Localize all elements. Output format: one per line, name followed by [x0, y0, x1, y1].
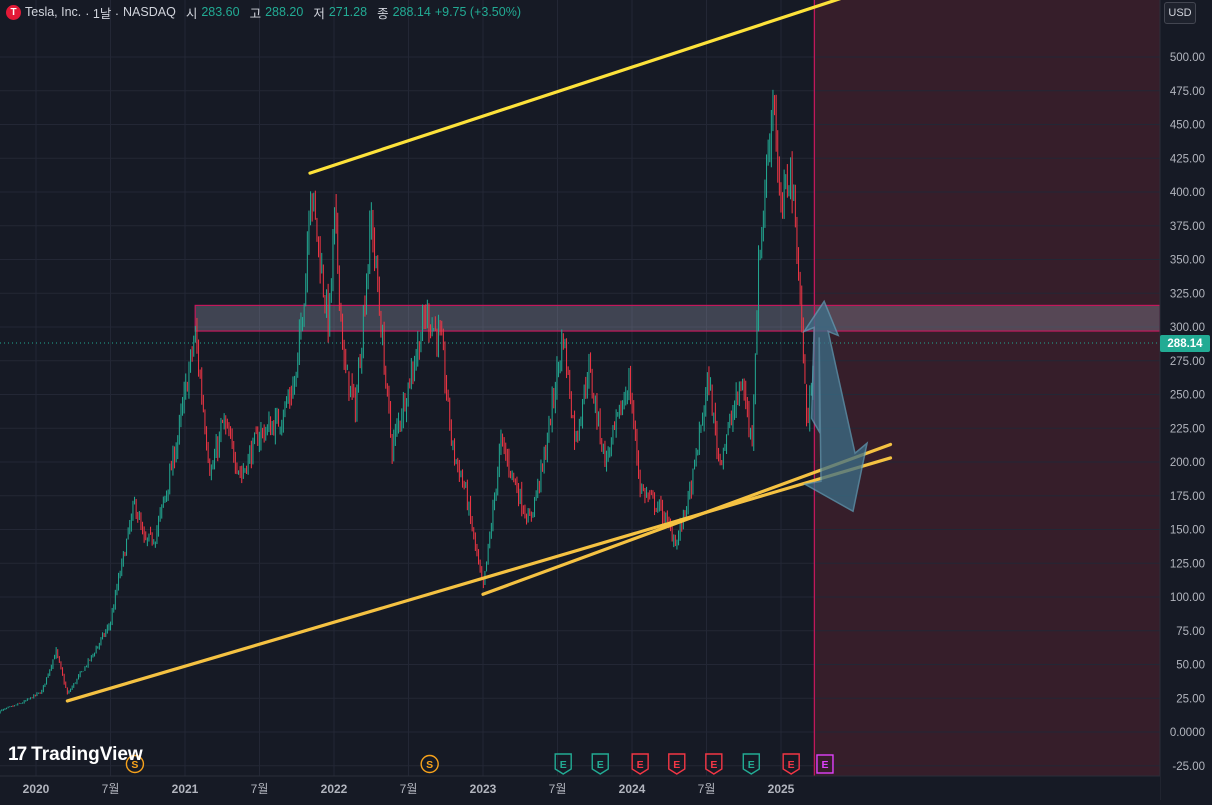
- watermark-text: TradingView: [31, 744, 143, 766]
- price-tick-label: 275.00: [1170, 356, 1205, 368]
- time-tick-label: 7월: [251, 782, 269, 796]
- event-marker-letter: E: [710, 759, 717, 771]
- high-value: 288.20: [265, 5, 303, 19]
- symbol-name[interactable]: Tesla, Inc.: [25, 5, 81, 19]
- trendline-upper: [310, 0, 888, 173]
- time-tick-label: 7월: [102, 782, 120, 796]
- price-tick-label: 425.00: [1170, 153, 1205, 165]
- open-label: 시: [186, 3, 198, 22]
- low-value: 271.28: [329, 5, 367, 19]
- current-price-tag: 288.14: [1160, 335, 1210, 352]
- event-marker-earnings_beat: E: [743, 754, 759, 774]
- exchange-label: NASDAQ: [123, 5, 176, 19]
- event-marker-earnings_miss: E: [783, 754, 799, 774]
- event-marker-earnings_miss: E: [669, 754, 685, 774]
- tradingview-logo-icon: 17: [8, 744, 25, 766]
- event-marker-letter: E: [637, 759, 644, 771]
- price-tick-label: 25.00: [1176, 693, 1205, 705]
- event-marker-letter: E: [788, 759, 795, 771]
- currency-button[interactable]: USD: [1164, 2, 1196, 24]
- price-tick-label: 400.00: [1170, 187, 1205, 199]
- symbol-header: T Tesla, Inc. · 1날 · NASDAQ 시 283.60 고 2…: [6, 3, 521, 21]
- future-time-zone: [814, 0, 1160, 776]
- event-marker-split: S: [421, 756, 438, 773]
- time-tick-label: 7월: [400, 782, 418, 796]
- time-tick-label: 7월: [549, 782, 567, 796]
- price-tick-label: 475.00: [1170, 86, 1205, 98]
- resistance-zone: [195, 305, 1160, 331]
- price-tick-label: 75.00: [1176, 626, 1205, 638]
- price-tick-label: 150.00: [1170, 525, 1205, 537]
- price-tick-label: 450.00: [1170, 120, 1205, 132]
- event-marker-letter: E: [748, 759, 755, 771]
- price-tick-label: 325.00: [1170, 288, 1205, 300]
- event-marker-letter: E: [673, 759, 680, 771]
- event-marker-letter: E: [597, 759, 604, 771]
- time-tick-label: 2020: [23, 782, 50, 796]
- open-value: 283.60: [201, 5, 239, 19]
- price-tick-label: 100.00: [1170, 592, 1205, 604]
- price-tick-label: 500.00: [1170, 52, 1205, 64]
- change-value: +9.75 (+3.50%): [435, 5, 521, 19]
- high-label: 고: [250, 3, 262, 22]
- price-tick-label: 375.00: [1170, 221, 1205, 233]
- event-marker-earnings_beat: E: [592, 754, 608, 774]
- price-tick-label: 350.00: [1170, 255, 1205, 267]
- time-tick-label: 2025: [768, 782, 795, 796]
- event-marker-earnings_miss: E: [632, 754, 648, 774]
- price-tick-label: 125.00: [1170, 558, 1205, 570]
- tesla-logo-icon: T: [6, 5, 21, 20]
- price-tick-label: 225.00: [1170, 423, 1205, 435]
- time-tick-label: 2023: [470, 782, 497, 796]
- event-marker-letter: E: [560, 759, 567, 771]
- time-tick-label: 2021: [172, 782, 199, 796]
- price-tick-label: 200.00: [1170, 457, 1205, 469]
- event-marker-letter: S: [426, 759, 433, 771]
- interval-label[interactable]: · 1날 ·: [85, 3, 119, 22]
- event-marker-earnings_miss: E: [706, 754, 722, 774]
- price-tick-label: 50.00: [1176, 660, 1205, 672]
- event-markers: SS E E E E E E E E: [126, 754, 833, 774]
- price-tick-label: 0.0000: [1170, 727, 1205, 739]
- time-tick-label: 2022: [321, 782, 348, 796]
- low-label: 저: [313, 3, 325, 22]
- time-tick-label: 7월: [698, 782, 716, 796]
- tradingview-watermark[interactable]: 17 TradingView: [8, 744, 143, 766]
- price-tick-label: 175.00: [1170, 491, 1205, 503]
- time-tick-label: 2024: [619, 782, 646, 796]
- event-marker-letter: E: [821, 759, 828, 771]
- price-tick-label: -25.00: [1172, 761, 1205, 773]
- candles: [0, 90, 813, 714]
- price-tick-label: 300.00: [1170, 322, 1205, 334]
- price-tick-label: 250.00: [1170, 390, 1205, 402]
- close-label: 종: [377, 3, 389, 22]
- close-value: 288.14: [393, 5, 431, 19]
